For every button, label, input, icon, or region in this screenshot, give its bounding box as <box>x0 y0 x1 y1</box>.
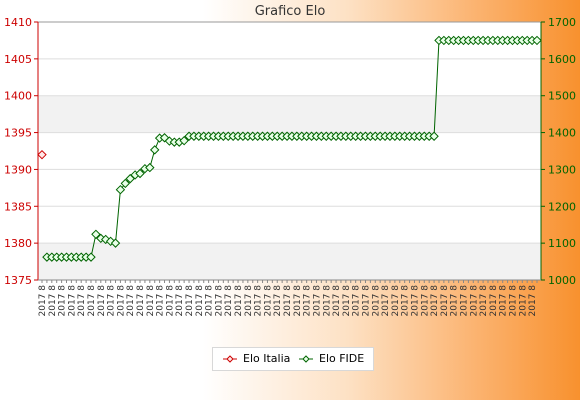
y-right-tick-label: 1300 <box>548 163 576 176</box>
x-tick-label: 2017 8 <box>136 285 146 317</box>
x-tick-label: 2017 8 <box>77 285 87 317</box>
legend-item-elo-italia[interactable]: Elo Italia <box>223 352 293 366</box>
plot-background <box>38 22 541 280</box>
x-tick-label: 2017 8 <box>391 285 401 317</box>
data-point-elo-fide <box>120 178 131 189</box>
x-tick-label: 2017 8 <box>361 285 371 317</box>
y-right-tick-label: 1700 <box>548 16 576 29</box>
x-tick-label: 2017 8 <box>489 285 499 317</box>
chart-title: Grafico Elo <box>254 4 326 19</box>
x-tick-label: 2017 8 <box>381 285 391 317</box>
y-right-tick-label: 1200 <box>548 200 576 213</box>
x-tick-label: 2017 8 <box>175 285 185 317</box>
x-tick-label: 2017 8 <box>214 285 224 317</box>
x-tick-label: 2017 8 <box>499 285 509 317</box>
x-tick-label: 2017 8 <box>312 285 322 317</box>
plot-band <box>38 95 541 133</box>
data-point-elo-fide <box>110 238 121 248</box>
x-tick-label: 2017 8 <box>469 285 479 317</box>
x-tick-label: 2017 8 <box>263 285 273 317</box>
x-tick-label: 2017 8 <box>303 285 313 317</box>
x-tick-label: 2017 8 <box>332 285 342 317</box>
x-tick-label: 2017 8 <box>146 285 156 317</box>
x-tick-label: 2017 8 <box>234 285 244 317</box>
legend-line-marker-green-icon <box>299 355 313 363</box>
x-tick-label: 2017 8 <box>401 285 411 317</box>
y-right-tick-label: 1500 <box>548 90 576 103</box>
y-left-tick-label: 1375 <box>4 274 32 287</box>
y-right-tick-label: 1000 <box>548 274 576 287</box>
data-point-elo-fide <box>145 162 155 173</box>
x-tick-label: 2017 8 <box>283 285 293 317</box>
x-tick-label: 2017 8 <box>518 285 528 317</box>
data-point-elo-fide <box>91 229 101 240</box>
plot-band <box>38 169 541 207</box>
x-tick-label: 2017 8 <box>116 285 126 317</box>
x-tick-label: 2017 8 <box>67 285 77 317</box>
plot-band <box>38 243 541 280</box>
x-tick-label: 2017 8 <box>205 285 215 317</box>
y-left-tick-label: 1400 <box>4 90 32 103</box>
data-point-elo-fide <box>179 135 189 146</box>
y-left-tick-label: 1410 <box>4 16 32 29</box>
y-left-tick-label: 1395 <box>4 127 32 140</box>
data-point-elo-fide <box>86 252 96 262</box>
data-point-elo-fide <box>115 184 126 195</box>
x-tick-label: 2017 8 <box>293 285 303 317</box>
y-left-tick-label: 1390 <box>4 163 32 176</box>
y-right-tick-label: 1400 <box>548 127 576 140</box>
y-left-tick-label: 1385 <box>4 200 32 213</box>
x-tick-label: 2017 8 <box>273 285 283 317</box>
x-tick-label: 2017 8 <box>440 285 450 317</box>
x-tick-label: 2017 8 <box>48 285 58 317</box>
y-left-tick-label: 1380 <box>4 237 32 250</box>
x-tick-label: 2017 8 <box>38 285 48 317</box>
x-tick-label: 2017 8 <box>224 285 234 317</box>
data-point-elo-italia <box>37 149 47 160</box>
x-tick-label: 2017 8 <box>156 285 166 317</box>
x-tick-label: 2017 8 <box>528 285 538 317</box>
x-tick-label: 2017 8 <box>459 285 469 317</box>
x-tick-label: 2017 8 <box>126 285 136 317</box>
y-right-tick-label: 1600 <box>548 53 576 66</box>
x-tick-label: 2017 8 <box>420 285 430 317</box>
y-left-tick-label: 1405 <box>4 53 32 66</box>
x-tick-label: 2017 8 <box>244 285 254 317</box>
data-point-elo-fide <box>150 145 160 155</box>
legend-label-elo-italia: Elo Italia <box>243 352 291 365</box>
chart-legend: Elo Italia Elo FIDE <box>212 347 374 371</box>
data-point-elo-fide <box>532 35 542 46</box>
x-tick-label: 2017 8 <box>430 285 440 317</box>
x-tick-label: 2017 8 <box>107 285 117 317</box>
x-tick-label: 2017 8 <box>479 285 489 317</box>
data-point-elo-fide <box>105 236 116 247</box>
x-tick-label: 2017 8 <box>195 285 205 317</box>
x-tick-label: 2017 8 <box>87 285 97 317</box>
x-tick-label: 2017 8 <box>165 285 175 317</box>
data-point-elo-fide <box>429 131 439 141</box>
legend-item-elo-fide[interactable]: Elo FIDE <box>299 352 369 366</box>
x-tick-label: 2017 8 <box>508 285 518 317</box>
legend-line-marker-red-icon <box>223 355 237 363</box>
x-tick-label: 2017 8 <box>185 285 195 317</box>
x-tick-label: 2017 8 <box>254 285 264 317</box>
data-point-elo-fide <box>135 168 145 179</box>
x-tick-label: 2017 8 <box>410 285 420 317</box>
x-tick-label: 2017 8 <box>352 285 362 317</box>
x-tick-label: 2017 8 <box>342 285 352 317</box>
x-tick-label: 2017 8 <box>450 285 460 317</box>
y-right-tick-label: 1100 <box>548 237 576 250</box>
x-tick-label: 2017 8 <box>97 285 107 317</box>
x-tick-label: 2017 8 <box>58 285 68 317</box>
legend-label-elo-fide: Elo FIDE <box>319 352 365 365</box>
x-tick-label: 2017 8 <box>371 285 381 317</box>
x-tick-label: 2017 8 <box>322 285 332 317</box>
